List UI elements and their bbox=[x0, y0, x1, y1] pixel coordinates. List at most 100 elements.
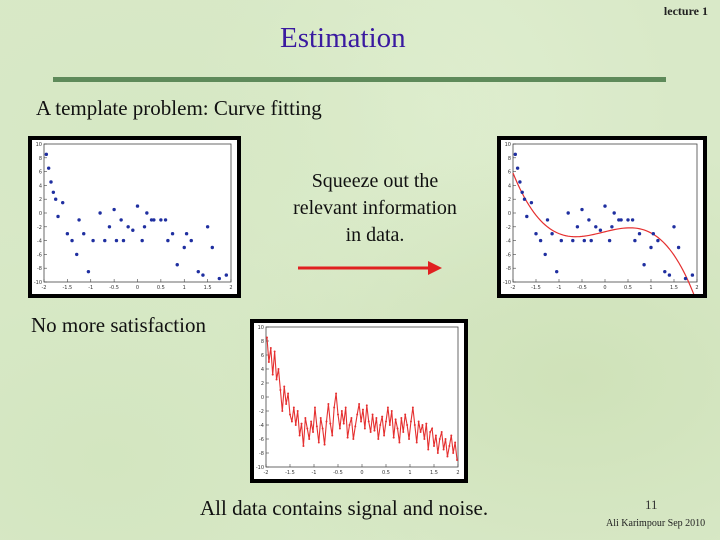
line-marker bbox=[325, 420, 328, 423]
data-point bbox=[603, 204, 607, 208]
line-marker bbox=[438, 438, 441, 440]
y-tick-label: 4 bbox=[508, 183, 511, 189]
x-tick-label: -0.5 bbox=[577, 285, 587, 291]
line-marker bbox=[392, 436, 395, 439]
data-point bbox=[140, 238, 144, 243]
data-point bbox=[56, 214, 60, 219]
data-point bbox=[633, 238, 637, 243]
data-point bbox=[91, 238, 95, 243]
line-marker bbox=[292, 406, 295, 409]
data-point bbox=[175, 263, 179, 267]
data-point bbox=[114, 238, 119, 243]
line-marker bbox=[367, 420, 370, 423]
data-point bbox=[626, 218, 630, 222]
data-point bbox=[65, 232, 70, 236]
line-marker bbox=[267, 361, 270, 363]
line-marker bbox=[360, 420, 363, 423]
y-tick-label: -6 bbox=[506, 252, 511, 258]
line-marker bbox=[450, 434, 453, 437]
data-point bbox=[612, 211, 616, 215]
data-point bbox=[61, 200, 65, 205]
data-point bbox=[142, 225, 147, 229]
x-tick-label: -2 bbox=[264, 470, 269, 476]
x-tick-label: -2 bbox=[511, 285, 516, 291]
line-marker bbox=[398, 441, 401, 444]
data-point bbox=[543, 252, 547, 257]
data-point bbox=[676, 245, 681, 250]
data-point bbox=[145, 211, 149, 215]
line-marker bbox=[440, 431, 443, 433]
line-marker bbox=[290, 420, 293, 423]
data-point bbox=[159, 218, 163, 222]
line-marker bbox=[373, 429, 376, 432]
data-point bbox=[525, 214, 529, 219]
y-tick-label: -2 bbox=[259, 409, 264, 415]
line-marker bbox=[308, 438, 311, 440]
line-marker bbox=[433, 445, 435, 447]
data-point bbox=[571, 238, 575, 243]
data-point bbox=[70, 238, 74, 243]
x-tick-label: 0.5 bbox=[382, 470, 390, 476]
data-point bbox=[630, 218, 635, 222]
data-point bbox=[582, 238, 586, 243]
title-divider bbox=[53, 77, 666, 82]
x-tick-label: 1.5 bbox=[670, 285, 678, 291]
x-tick-label: -0.5 bbox=[109, 285, 119, 291]
line-marker bbox=[323, 443, 326, 446]
data-point bbox=[520, 190, 524, 194]
data-point bbox=[513, 152, 517, 157]
x-tick-label: -1 bbox=[88, 285, 93, 291]
line-marker bbox=[406, 424, 409, 426]
data-point bbox=[672, 225, 676, 229]
y-tick-label: 4 bbox=[261, 367, 264, 373]
line-marker bbox=[363, 427, 366, 430]
x-tick-label: -1 bbox=[312, 470, 317, 476]
data-point bbox=[607, 238, 612, 243]
x-tick-label: 1.5 bbox=[430, 470, 438, 476]
line-marker bbox=[429, 431, 432, 433]
line-marker bbox=[421, 424, 424, 426]
data-point bbox=[610, 225, 614, 229]
data-point bbox=[49, 180, 53, 184]
data-point bbox=[163, 218, 168, 222]
data-point bbox=[86, 269, 91, 274]
line-marker bbox=[289, 413, 291, 416]
x-tick-label: -1.5 bbox=[531, 285, 541, 291]
line-marker bbox=[419, 431, 422, 433]
y-tick-label: 8 bbox=[508, 156, 511, 162]
data-point bbox=[119, 218, 123, 222]
line-marker bbox=[338, 427, 341, 430]
data-point bbox=[538, 238, 543, 243]
x-tick-label: -1.5 bbox=[62, 285, 72, 291]
line-marker bbox=[327, 403, 330, 405]
data-point bbox=[210, 245, 214, 250]
line-marker bbox=[385, 420, 387, 423]
data-point bbox=[642, 263, 646, 267]
line-marker bbox=[434, 434, 437, 437]
data-point bbox=[566, 211, 570, 215]
data-point bbox=[518, 180, 522, 184]
line-marker bbox=[436, 452, 439, 454]
y-tick-label: 4 bbox=[39, 183, 42, 189]
line-marker bbox=[352, 438, 355, 440]
data-point bbox=[683, 276, 688, 281]
x-tick-label: -1 bbox=[557, 285, 562, 291]
data-point bbox=[75, 252, 79, 257]
y-tick-label: -6 bbox=[259, 437, 264, 443]
line-marker bbox=[417, 420, 420, 423]
data-point bbox=[651, 232, 655, 236]
line-marker bbox=[279, 389, 282, 391]
data-point bbox=[534, 232, 538, 236]
data-point bbox=[196, 269, 200, 274]
data-point bbox=[182, 245, 186, 250]
x-tick-label: -1.5 bbox=[285, 470, 295, 476]
y-tick-label: -2 bbox=[37, 225, 42, 231]
line-marker bbox=[415, 441, 418, 444]
x-tick-label: -2 bbox=[42, 285, 47, 291]
author-date: Ali Karimpour Sep 2010 bbox=[606, 518, 706, 529]
x-tick-label: 2 bbox=[229, 285, 232, 291]
data-point bbox=[152, 218, 156, 222]
line-marker bbox=[271, 373, 274, 376]
line-marker bbox=[354, 425, 357, 428]
